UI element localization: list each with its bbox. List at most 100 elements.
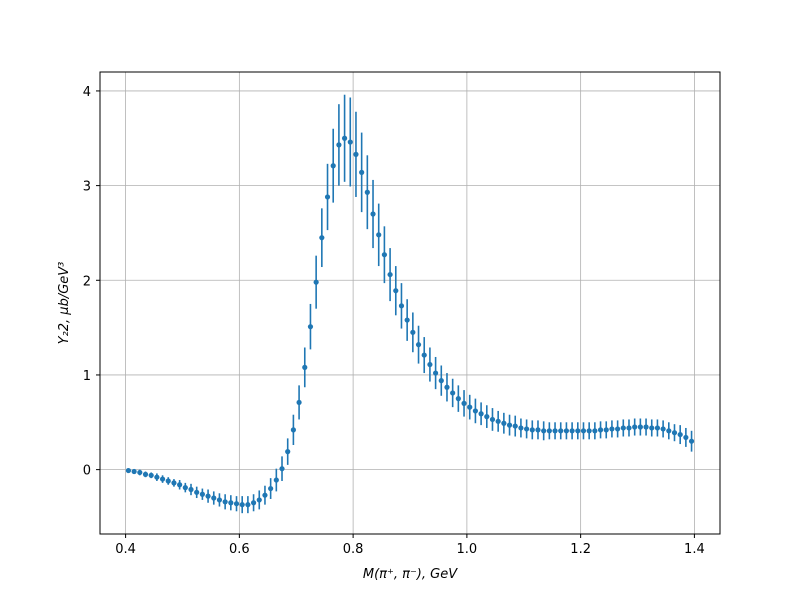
data-point — [387, 271, 393, 278]
data-point — [580, 428, 587, 434]
data-point — [518, 425, 524, 431]
y-tick-label: 1 — [83, 369, 91, 384]
data-point — [597, 427, 604, 433]
data-point — [546, 428, 552, 434]
data-point — [290, 427, 296, 433]
data-point — [455, 396, 461, 402]
data-point — [671, 430, 678, 436]
data-point — [211, 495, 217, 501]
data-point — [637, 424, 643, 430]
data-point — [370, 211, 376, 217]
x-tick-label: 0.4 — [115, 542, 136, 557]
data-point — [222, 499, 228, 505]
data-point — [381, 252, 388, 258]
plot-frame — [99, 71, 721, 535]
data-point — [336, 142, 342, 148]
data-point — [148, 472, 154, 478]
data-point — [688, 438, 695, 444]
data-point — [586, 428, 592, 434]
data-point — [438, 378, 444, 384]
x-axis-label: M(π⁺, π⁻), GeV — [363, 567, 458, 582]
data-point — [273, 477, 279, 483]
x-tick-label: 1.2 — [570, 542, 591, 557]
data-point — [154, 474, 160, 480]
data-point — [677, 431, 683, 438]
data-point — [233, 501, 240, 507]
data-point — [450, 390, 456, 396]
data-point — [609, 426, 615, 432]
data-point — [137, 469, 143, 476]
data-point — [552, 428, 558, 434]
data-point — [228, 500, 234, 506]
data-point — [432, 370, 439, 376]
y-tick-label: 2 — [83, 274, 91, 289]
data-point — [495, 418, 501, 424]
data-point — [421, 352, 427, 358]
data-point — [626, 425, 632, 431]
data-point — [467, 404, 473, 410]
y-axis-label: Y₂2, μb/GeV³ — [57, 262, 72, 345]
data-point — [603, 427, 609, 433]
data-point — [654, 425, 661, 431]
data-point — [262, 492, 268, 498]
data-point — [541, 428, 547, 434]
data-point — [364, 189, 370, 195]
data-point — [404, 317, 410, 323]
data-point — [575, 428, 581, 434]
data-point — [359, 169, 365, 175]
data-point — [415, 342, 422, 348]
data-point — [302, 364, 308, 370]
data-point — [512, 423, 518, 429]
data-point — [478, 411, 484, 417]
data-point — [285, 449, 291, 455]
data-point — [165, 478, 171, 484]
data-point — [666, 428, 672, 434]
data-point — [279, 466, 285, 472]
grid — [100, 72, 720, 534]
data-point — [182, 485, 188, 491]
data-point — [649, 425, 655, 431]
data-point — [398, 303, 405, 309]
data-point — [484, 414, 490, 420]
y-tick-label: 4 — [83, 85, 91, 100]
x-tick-label: 0.8 — [343, 542, 364, 557]
data-point — [307, 324, 314, 330]
data-point — [615, 426, 621, 432]
data-point — [268, 485, 274, 492]
data-point — [660, 426, 666, 432]
data-point — [256, 497, 262, 503]
data-point — [376, 232, 382, 238]
data-point — [506, 422, 513, 428]
data-point — [324, 194, 331, 200]
data-point — [620, 425, 626, 431]
data-point — [171, 480, 177, 486]
data-point — [188, 486, 194, 493]
data-point — [535, 427, 541, 433]
data-point — [427, 361, 433, 368]
data-point — [239, 502, 245, 508]
data-point — [461, 400, 467, 406]
data-point — [592, 428, 598, 434]
data-point — [563, 428, 570, 434]
y-tick-label: 3 — [83, 180, 91, 195]
data-point — [353, 151, 359, 157]
data-point — [393, 288, 399, 294]
x-tick-label: 1.0 — [457, 542, 478, 557]
data-point — [194, 489, 200, 495]
data-point — [205, 493, 211, 499]
data-point — [347, 139, 353, 145]
data-point — [683, 434, 689, 441]
data-point — [569, 428, 575, 434]
data-point — [444, 384, 450, 390]
data-point — [524, 426, 530, 432]
x-tick-label: 0.6 — [229, 542, 250, 557]
data-point — [330, 163, 336, 169]
data-point — [199, 491, 205, 497]
data-point — [529, 427, 535, 433]
data-point — [632, 424, 638, 430]
axis-ticks: 0.4 0.6 0.8 1.0 1.2 1.4 0 1 2 3 4 — [83, 85, 705, 557]
data-series — [125, 94, 695, 514]
data-point — [250, 500, 257, 506]
